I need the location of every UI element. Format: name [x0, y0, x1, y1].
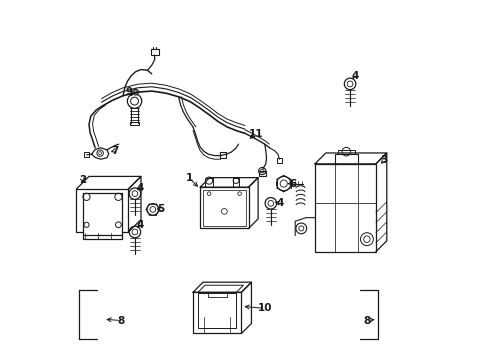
Text: 4: 4 — [137, 183, 144, 193]
Text: 11: 11 — [248, 129, 263, 139]
Text: 10: 10 — [257, 303, 272, 314]
Text: 3: 3 — [380, 155, 388, 165]
Bar — [193, 292, 242, 333]
Text: 8: 8 — [363, 316, 370, 325]
Text: 6: 6 — [289, 179, 296, 189]
Bar — [259, 171, 266, 176]
Text: 4: 4 — [351, 71, 358, 81]
Text: 4: 4 — [137, 220, 144, 230]
Circle shape — [133, 89, 139, 95]
Bar — [130, 122, 139, 126]
Text: 9: 9 — [126, 87, 133, 97]
Bar — [203, 190, 245, 226]
Bar — [338, 149, 355, 154]
Text: 8: 8 — [118, 316, 125, 325]
Text: 7: 7 — [112, 145, 119, 156]
Bar — [198, 293, 236, 328]
Bar — [276, 158, 282, 163]
Text: 2: 2 — [79, 175, 87, 185]
Bar — [315, 164, 376, 252]
Bar — [233, 177, 239, 187]
Text: 1: 1 — [186, 173, 193, 183]
Bar — [220, 152, 226, 158]
Bar — [200, 187, 248, 228]
Bar — [205, 177, 214, 187]
Text: 4: 4 — [276, 198, 284, 208]
Bar — [151, 49, 159, 55]
Bar — [84, 152, 89, 157]
Text: 5: 5 — [157, 204, 164, 214]
Bar — [335, 154, 358, 164]
